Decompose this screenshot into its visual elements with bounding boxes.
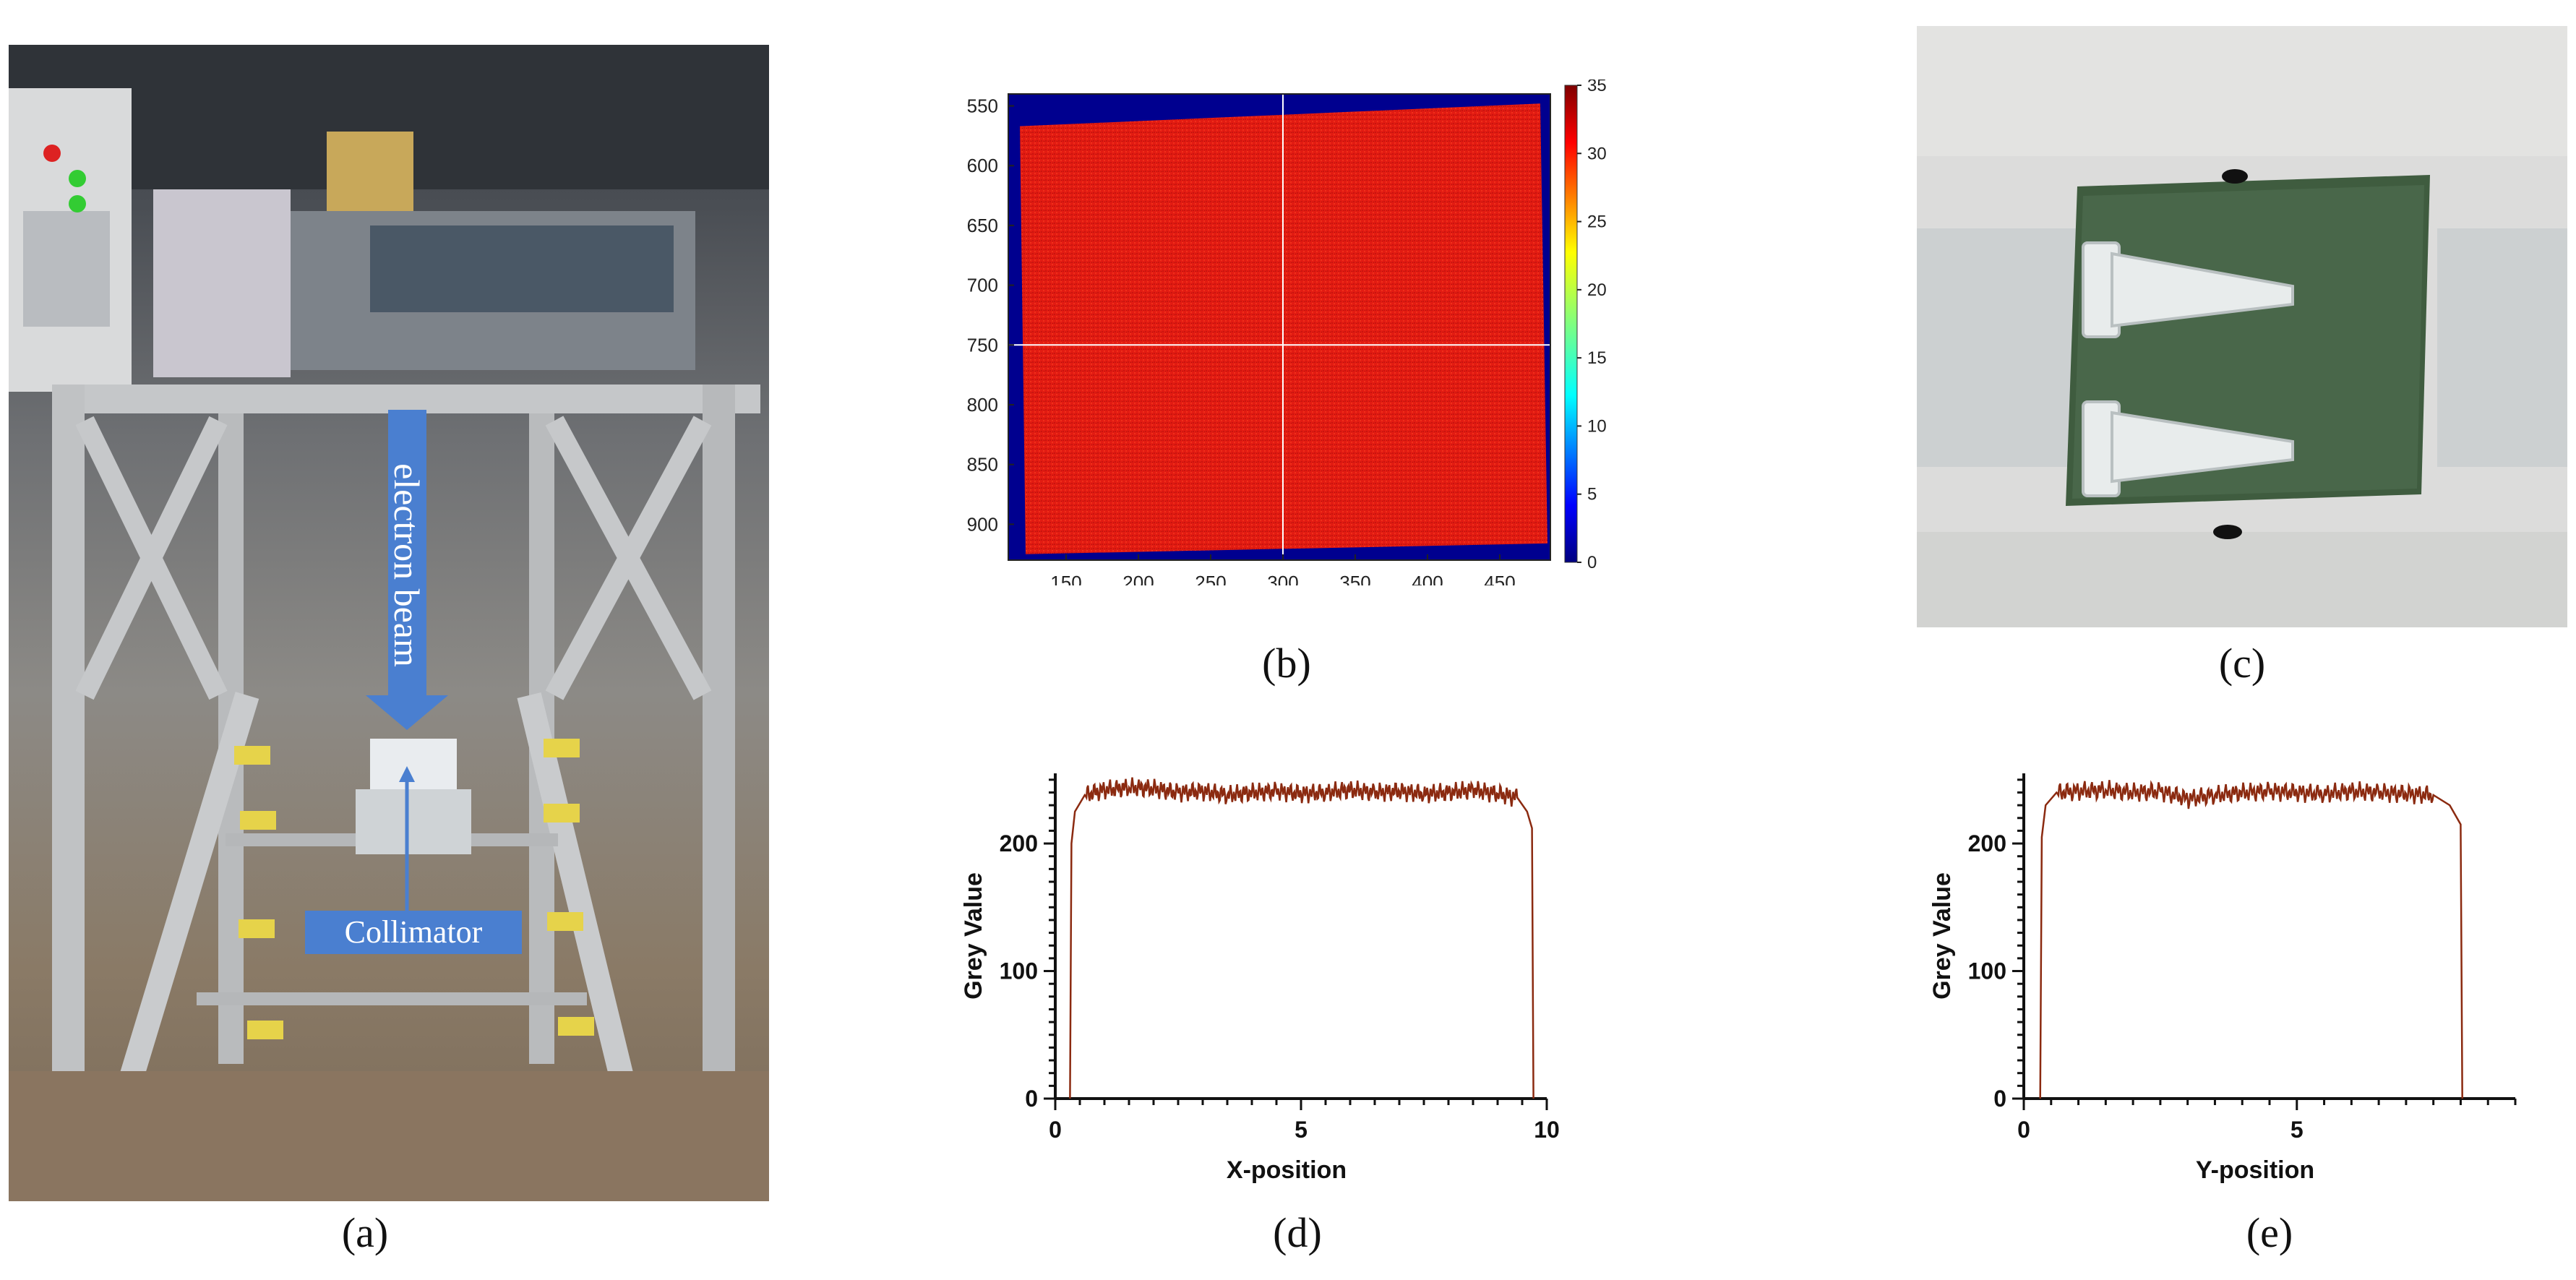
y-axis-title: Grey Value (1928, 872, 1956, 1000)
photo-sample-tubes-on-film (1917, 26, 2567, 627)
x-tick-label: 5 (2291, 1117, 2304, 1143)
colorbar-tick-label: 0 (1587, 553, 1597, 572)
beam-arrow (366, 410, 448, 730)
heatmap-x-tick-label: 200 (1122, 572, 1154, 585)
heatmap-y-tick-label: 700 (967, 275, 998, 296)
heatmap-panel: 150 200 250 300 350 400 450 550 600 650 700 750 800 8… (954, 76, 1662, 593)
tube-top (2082, 241, 2294, 338)
x-tick-label: 0 (2017, 1117, 2030, 1143)
electron-beam-label: electron beam (387, 463, 427, 667)
line-chart-e: 0 100 200 0 5 Y-position Grey Value (1928, 773, 2517, 1184)
colorbar-tick-label: 15 (1587, 348, 1607, 368)
heatmap-x-tick-label: 300 (1267, 572, 1298, 585)
heatmap-x-tick-label: 400 (1412, 572, 1443, 585)
series-line (2039, 780, 2463, 1099)
heatmap-y-tick-label: 750 (967, 334, 998, 356)
line-chart-d: 0 100 200 0 5 10 X-position Grey Value (960, 773, 1560, 1184)
photo-electron-accelerator-setup: electron beam Collimator (9, 45, 769, 1201)
colorbar-tick-label: 25 (1587, 212, 1607, 232)
heatmap-chart: 150 200 250 300 350 400 4505506006507007508008… (967, 76, 1607, 593)
x-axis-title: Y-position (2196, 1156, 2314, 1184)
y-tick-label: 200 (1968, 830, 2006, 856)
heatmap-y-tick-label: 800 (967, 394, 998, 416)
colorbar-tick-label: 5 (1587, 485, 1597, 504)
collimator-label: Collimator (344, 914, 483, 950)
x-tick-label: 10 (1534, 1117, 1560, 1143)
y-axis-title: Grey Value (960, 872, 987, 1000)
heatmap-x-tick-label: 250 (1195, 572, 1226, 585)
y-tick-label: 100 (1000, 958, 1038, 984)
caption-c: (c) (2218, 640, 2266, 687)
collimator-label-box (305, 911, 522, 954)
series-line (1069, 777, 1534, 1099)
heatmap-colorbar: 0 5 10 15 20 25 30 35 (1564, 76, 1607, 572)
heatmap-y-tick-label: 550 (967, 95, 998, 117)
colorbar-tick-label: 20 (1587, 280, 1607, 300)
heatmap-y-tick-label: 900 (967, 513, 998, 535)
caption-b: (b) (1262, 640, 1311, 687)
caption-a: (a) (341, 1209, 389, 1256)
heatmap-x-tick-label: 450 (1484, 572, 1515, 585)
heatmap-y-tick-label: 600 (967, 155, 998, 176)
colorbar-tick-label: 30 (1587, 144, 1607, 163)
y-tick-label: 0 (1025, 1086, 1038, 1112)
heatmap-x-tick-label: 150 (1050, 572, 1081, 585)
heatmap-plot-area (1008, 94, 1550, 560)
y-tick-label: 200 (1000, 830, 1038, 856)
heatmap-y-tick-label: 650 (967, 215, 998, 236)
photo-a-illustration (9, 45, 769, 1201)
x-tick-label: 0 (1049, 1117, 1062, 1143)
y-tick-label: 0 (1993, 1086, 2006, 1112)
heatmap-x-tick-label: 350 (1339, 572, 1370, 585)
colorbar-gradient (1564, 85, 1578, 563)
x-tick-label: 5 (1295, 1117, 1308, 1143)
colorbar-tick-label: 35 (1587, 80, 1607, 95)
heatmap-y-tick-label: 850 (967, 454, 998, 476)
x-axis-title: X-position (1227, 1156, 1347, 1184)
colorbar-tick-label: 10 (1587, 416, 1607, 436)
photo-c-illustration (1917, 26, 2567, 627)
caption-d: (d) (1273, 1209, 1322, 1256)
profile-chart-y: 0 100 200 0 5 Y-position Grey Value (1915, 752, 2551, 1200)
tube-bottom (2082, 400, 2294, 497)
y-tick-label: 100 (1968, 958, 2006, 984)
caption-e: (e) (2246, 1209, 2293, 1256)
profile-chart-x: 0 100 200 0 5 10 X-position Grey Value (947, 752, 1583, 1200)
